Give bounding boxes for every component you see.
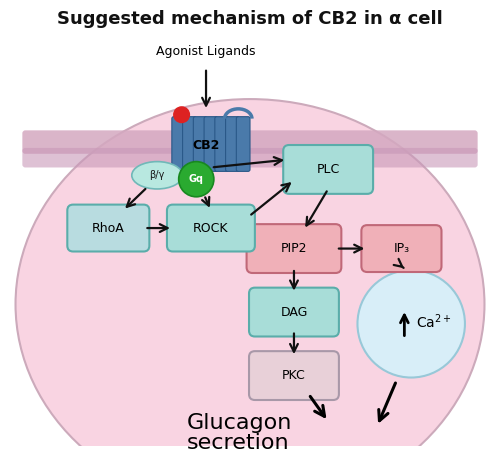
Text: β/γ: β/γ	[150, 170, 165, 180]
FancyBboxPatch shape	[246, 224, 342, 273]
FancyBboxPatch shape	[226, 116, 239, 172]
Text: ROCK: ROCK	[193, 222, 228, 234]
FancyBboxPatch shape	[22, 148, 477, 167]
Text: Agonist Ligands: Agonist Ligands	[156, 45, 256, 58]
Text: DAG: DAG	[280, 306, 307, 318]
Text: Ca$^{2+}$: Ca$^{2+}$	[416, 313, 452, 331]
Text: Suggested mechanism of CB2 in α cell: Suggested mechanism of CB2 in α cell	[57, 10, 443, 28]
FancyBboxPatch shape	[204, 116, 218, 172]
Text: IP₃: IP₃	[394, 242, 409, 255]
FancyBboxPatch shape	[362, 225, 442, 272]
FancyBboxPatch shape	[22, 130, 477, 154]
Ellipse shape	[16, 99, 484, 455]
Circle shape	[178, 162, 214, 197]
Text: CB2: CB2	[192, 140, 220, 152]
FancyBboxPatch shape	[215, 116, 228, 172]
Ellipse shape	[132, 162, 182, 189]
FancyBboxPatch shape	[283, 145, 373, 194]
Text: secretion: secretion	[186, 433, 289, 453]
FancyBboxPatch shape	[182, 116, 196, 172]
Text: PKC: PKC	[282, 369, 306, 382]
Text: PIP2: PIP2	[280, 242, 307, 255]
Circle shape	[358, 270, 465, 378]
FancyBboxPatch shape	[167, 205, 255, 252]
FancyBboxPatch shape	[68, 205, 150, 252]
Text: PLC: PLC	[316, 163, 340, 176]
FancyBboxPatch shape	[249, 288, 339, 337]
FancyBboxPatch shape	[172, 116, 186, 172]
FancyBboxPatch shape	[194, 116, 207, 172]
FancyBboxPatch shape	[236, 116, 250, 172]
Text: Glucagon: Glucagon	[186, 414, 292, 434]
Circle shape	[174, 107, 190, 122]
Text: RhoA: RhoA	[92, 222, 124, 234]
Text: Gq: Gq	[189, 174, 204, 184]
FancyBboxPatch shape	[249, 351, 339, 400]
